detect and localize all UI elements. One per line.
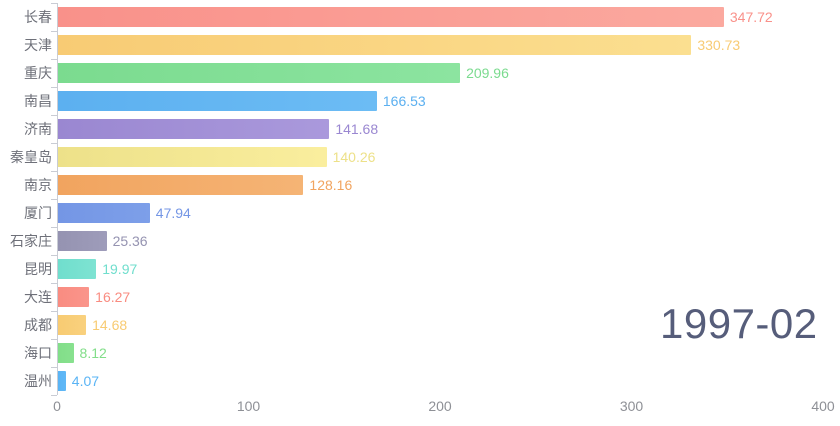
bar-row: 厦门 47.94: [0, 199, 840, 227]
value-label: 347.72: [729, 9, 773, 25]
value-label: 140.26: [332, 149, 376, 165]
y-axis-tick: [51, 339, 57, 340]
value-label: 25.36: [112, 233, 148, 249]
value-label: 19.97: [102, 261, 138, 277]
category-label: 昆明: [24, 261, 52, 277]
y-axis-tick: [51, 3, 57, 4]
bar-track: 25.36: [58, 231, 824, 251]
bar-track: 347.72: [58, 7, 824, 27]
category-label: 秦皇岛: [10, 149, 52, 165]
bar[interactable]: [58, 175, 304, 195]
bar[interactable]: [58, 343, 74, 363]
bar[interactable]: [58, 91, 377, 111]
bar[interactable]: [58, 147, 327, 167]
category-label: 海口: [24, 345, 52, 361]
bar-track: 128.16: [58, 175, 824, 195]
category-label: 厦门: [24, 205, 52, 221]
value-label: 47.94: [155, 205, 191, 221]
bar[interactable]: [58, 371, 66, 391]
bar-row: 济南 141.68: [0, 115, 840, 143]
x-axis-tick-label: 0: [53, 398, 61, 414]
bar-track: 166.53: [58, 91, 824, 111]
y-axis-line: [57, 3, 58, 395]
bar-track: 140.26: [58, 147, 824, 167]
value-label: 8.12: [79, 345, 107, 361]
x-axis-tick-label: 200: [428, 398, 452, 414]
bar[interactable]: [58, 119, 330, 139]
bar[interactable]: [58, 63, 461, 83]
bar-track: 19.97: [58, 259, 824, 279]
y-axis-tick: [51, 367, 57, 368]
bar[interactable]: [58, 287, 90, 307]
bar-track: 16.27: [58, 287, 824, 307]
bar-row: 成都 14.68: [0, 311, 840, 339]
bar[interactable]: [58, 7, 724, 27]
y-axis-tick: [51, 143, 57, 144]
bar-rows: 长春 347.72 天津 330.73 重庆 209.96 南昌 166.53 …: [0, 3, 840, 395]
bar-row: 天津 330.73: [0, 31, 840, 59]
value-label: 128.16: [309, 177, 353, 193]
bar-row: 秦皇岛 140.26: [0, 143, 840, 171]
bar-track: 8.12: [58, 343, 824, 363]
y-axis-tick: [51, 227, 57, 228]
y-axis-tick: [51, 199, 57, 200]
y-axis-tick: [51, 395, 57, 396]
bar-row: 南昌 166.53: [0, 87, 840, 115]
bar-row: 石家庄 25.36: [0, 227, 840, 255]
category-label: 温州: [24, 373, 52, 389]
bar-row: 长春 347.72: [0, 3, 840, 31]
bar-track: 4.07: [58, 371, 824, 391]
y-axis-tick: [51, 31, 57, 32]
value-label: 14.68: [92, 317, 128, 333]
value-label: 4.07: [71, 373, 100, 389]
y-axis-tick: [51, 171, 57, 172]
value-label: 166.53: [382, 93, 426, 109]
bar-track: 141.68: [58, 119, 824, 139]
y-axis-tick: [51, 115, 57, 116]
category-label: 南京: [24, 177, 52, 193]
x-axis-tick-label: 100: [236, 398, 261, 414]
timeline-label: 1997-02: [660, 300, 818, 347]
bar[interactable]: [58, 259, 97, 279]
bar[interactable]: [58, 315, 87, 335]
category-label: 天津: [24, 37, 52, 53]
bar[interactable]: [58, 203, 150, 223]
bar[interactable]: [58, 231, 107, 251]
y-axis-tick: [51, 59, 57, 60]
bar-row: 重庆 209.96: [0, 59, 840, 87]
bar-track: 47.94: [58, 203, 824, 223]
y-axis-tick: [51, 283, 57, 284]
bar[interactable]: [58, 35, 692, 55]
category-label: 南昌: [24, 93, 52, 109]
y-axis-tick: [51, 255, 57, 256]
value-label: 330.73: [697, 37, 741, 53]
bar-track: 209.96: [58, 63, 824, 83]
value-label: 141.68: [335, 121, 379, 137]
bar-row: 温州 4.07: [0, 367, 840, 395]
category-label: 石家庄: [10, 233, 52, 249]
category-label: 长春: [24, 9, 52, 25]
category-label: 济南: [24, 121, 52, 137]
bar-track: 14.68: [58, 315, 824, 335]
category-label: 成都: [24, 317, 52, 333]
y-axis-tick: [51, 311, 57, 312]
category-label: 大连: [24, 289, 52, 305]
x-axis-tick-label: 300: [619, 398, 644, 414]
value-label: 16.27: [95, 289, 131, 305]
bar-row: 昆明 19.97: [0, 255, 840, 283]
category-label: 重庆: [24, 65, 52, 81]
x-axis-tick-label: 400: [811, 398, 835, 414]
bar-track: 330.73: [58, 35, 824, 55]
value-label: 209.96: [466, 65, 509, 81]
bar-row: 南京 128.16: [0, 171, 840, 199]
bar-row: 海口 8.12: [0, 339, 840, 367]
bar-row: 大连 16.27: [0, 283, 840, 311]
y-axis-tick: [51, 87, 57, 88]
